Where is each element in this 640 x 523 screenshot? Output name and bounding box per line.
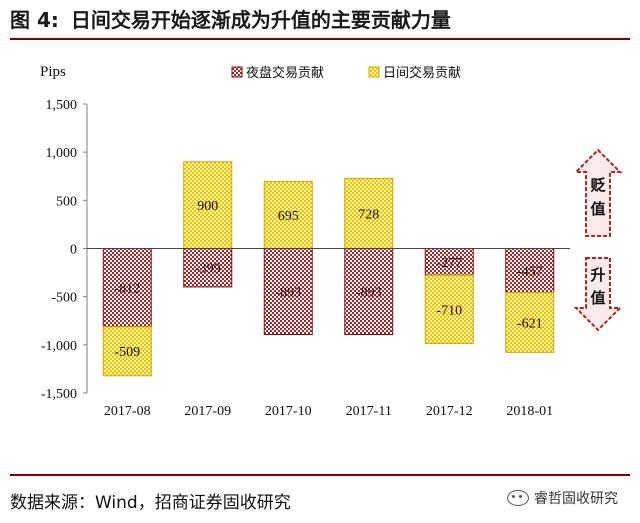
figure-number: 图 4:: [10, 7, 59, 32]
data-label-night: -812: [114, 282, 140, 297]
bar-night-trading: [263, 248, 313, 336]
data-label-day: 900: [197, 199, 218, 214]
appreciation-label-1: 升: [590, 267, 605, 284]
data-label-night: -893: [356, 286, 382, 301]
appreciation-arrow-icon: [573, 257, 623, 332]
bar-day-trading: [505, 292, 555, 353]
x-tick-label: 2018-01: [506, 404, 553, 419]
wechat-icon: [507, 490, 529, 506]
bar-night-trading: [344, 248, 394, 336]
depreciation-label-1: 贬: [590, 176, 606, 194]
y-tick-label: 0: [70, 243, 77, 258]
appreciation-label-2: 值: [590, 289, 605, 307]
bar-night-trading: [505, 248, 555, 294]
legend-label-day: 日间交易贡献: [383, 65, 461, 80]
depreciation-arrow-icon: [573, 148, 623, 237]
data-source-note: 数据来源：Wind，招商证券固收研究: [10, 493, 291, 513]
y-tick-label: 1,500: [46, 98, 78, 113]
y-axis-label: Pips: [40, 64, 66, 80]
y-tick-label: -1,000: [41, 339, 77, 354]
x-tick-label: 2017-08: [104, 404, 151, 419]
data-label-day: -621: [517, 316, 543, 331]
bar-day-trading: [424, 274, 474, 345]
legend-label-night: 夜盘交易贡献: [246, 65, 324, 80]
data-label-day: -710: [436, 303, 462, 318]
y-tick-label: 500: [56, 194, 77, 209]
data-label-night: -277: [436, 256, 462, 271]
legend-swatch-day: [368, 66, 380, 78]
data-label-night: -399: [195, 262, 221, 277]
bottom-divider: [10, 474, 630, 476]
data-label-day: 728: [358, 207, 379, 222]
y-tick-label: -500: [51, 291, 77, 306]
y-tick-label: -1,500: [41, 387, 77, 402]
data-label-day: 695: [278, 209, 299, 224]
bar-day-trading: [183, 161, 233, 249]
stacked-bar-chart: 1,500 1,000 500 0 -500 -1,000 -1,500 Pips -812 -5…: [40, 64, 623, 419]
x-tick-label: 2017-10: [265, 404, 312, 419]
bar-day-trading: [263, 181, 313, 250]
bar-night-trading: [183, 248, 233, 288]
data-label-day: -509: [114, 345, 140, 360]
legend-swatch-night: [231, 66, 243, 78]
y-tick-label: 1,000: [46, 146, 78, 161]
figure-title: 日间交易开始逐渐成为升值的主要贡献力量: [70, 7, 451, 32]
depreciation-label-2: 值: [590, 200, 605, 218]
top-divider: [10, 38, 630, 40]
bar-day-trading: [344, 177, 394, 250]
data-label-night: -893: [275, 286, 301, 301]
bar-day-trading: [102, 326, 152, 377]
watermark-text: 睿哲固收研究: [534, 491, 618, 507]
x-tick-label: 2017-11: [346, 404, 392, 419]
figure-title-bar: 图 4: 日间交易开始逐渐成为升值的主要贡献力量: [0, 0, 640, 36]
x-tick-label: 2017-09: [184, 404, 231, 419]
watermark: 睿哲固收研究: [507, 488, 618, 508]
data-label-night: -457: [517, 265, 543, 280]
x-tick-label: 2017-12: [426, 404, 473, 419]
